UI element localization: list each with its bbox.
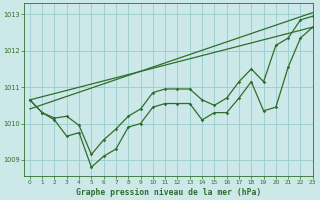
X-axis label: Graphe pression niveau de la mer (hPa): Graphe pression niveau de la mer (hPa): [76, 188, 261, 197]
